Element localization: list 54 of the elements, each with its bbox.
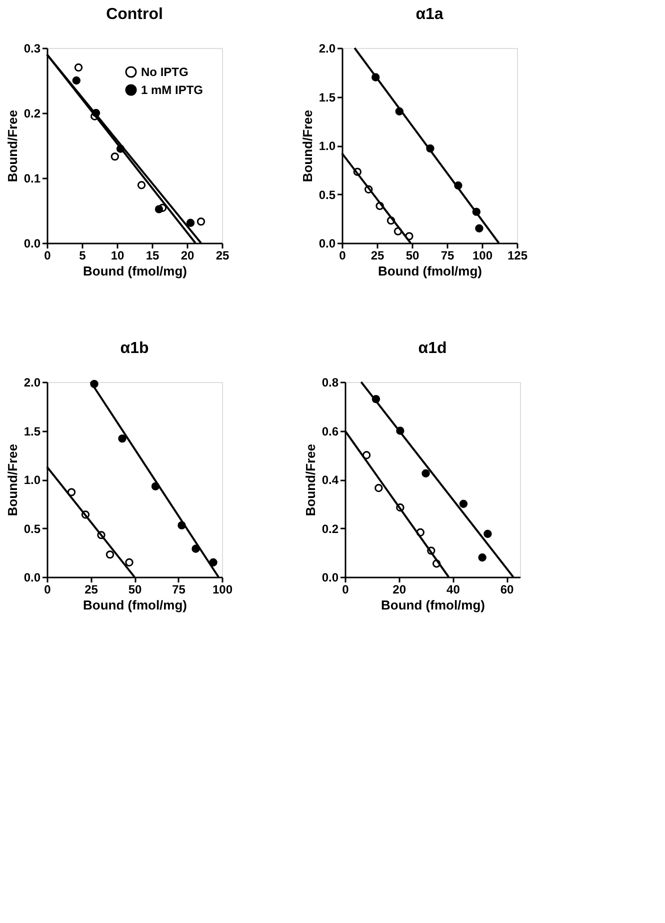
y-tick-label: 0.8: [322, 376, 339, 390]
y-axis-title: Bound/Free: [300, 110, 315, 182]
x-axis-title: Bound (fmol/mg): [381, 598, 485, 612]
x-tick-label: 25: [84, 582, 98, 596]
x-tick-label: 100: [212, 582, 233, 596]
x-tick-label: 20: [392, 582, 406, 596]
x-tick-label: 15: [146, 248, 160, 262]
y-tick-label: 0.0: [318, 236, 336, 250]
chart-title: α1d: [418, 340, 447, 357]
x-tick-label: 0: [44, 248, 52, 262]
y-tick-label: 2.0: [24, 376, 41, 390]
x-tick-label: 75: [440, 248, 454, 262]
x-tick-label: 100: [472, 248, 493, 262]
x-tick-label: 125: [507, 248, 528, 262]
y-axis-title: Bound/Free: [302, 444, 318, 516]
x-tick-label: 75: [172, 582, 186, 596]
y-tick-label: 0.0: [24, 236, 41, 250]
x-tick-label: 25: [370, 248, 384, 262]
y-tick-label: 0.2: [322, 522, 339, 536]
chart-title: Control: [106, 6, 163, 23]
x-tick-label: 40: [446, 582, 460, 596]
y-tick-label: 1.5: [24, 424, 41, 438]
x-tick-label: 10: [110, 248, 124, 262]
y-tick-label: 0.1: [24, 172, 41, 186]
x-axis-title: Bound (fmol/mg): [83, 598, 187, 612]
y-tick-label: 1.0: [24, 473, 41, 487]
y-tick-label: 0.2: [24, 106, 41, 120]
x-tick-label: 60: [500, 582, 514, 596]
y-tick-label: 2.0: [318, 42, 336, 56]
y-tick-label: 1.5: [318, 90, 336, 104]
x-tick-label: 25: [216, 248, 230, 262]
x-tick-label: 5: [79, 248, 86, 262]
x-tick-label: 50: [406, 248, 420, 262]
x-axis-title: Bound (fmol/mg): [83, 264, 187, 278]
y-tick-label: 0.3: [24, 42, 41, 56]
y-axis-title: Bound/Free: [4, 110, 20, 182]
y-tick-label: 0.0: [24, 570, 41, 584]
legend-label: No IPTG: [141, 65, 188, 79]
y-tick-label: 0.4: [322, 473, 339, 487]
y-tick-label: 0.5: [318, 188, 336, 202]
chart-title: α1a: [416, 6, 444, 23]
x-tick-label: 50: [128, 582, 142, 596]
y-tick-label: 0.6: [322, 424, 339, 438]
x-tick-label: 0: [44, 582, 52, 596]
chart-title: α1b: [120, 340, 149, 357]
x-tick-label: 0: [342, 582, 350, 596]
x-axis-title: Bound (fmol/mg): [378, 264, 482, 278]
x-tick-label: 0: [339, 248, 346, 262]
y-axis-title: Bound/Free: [4, 444, 20, 516]
y-tick-label: 1.0: [318, 139, 336, 153]
x-tick-label: 20: [180, 248, 194, 262]
y-tick-label: 0.5: [24, 522, 41, 536]
y-tick-label: 0.0: [322, 570, 339, 584]
legend-label: 1 mM IPTG: [141, 83, 204, 97]
